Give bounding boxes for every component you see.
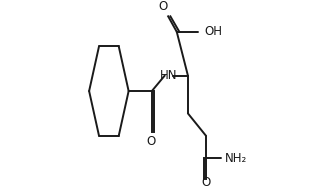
Text: HN: HN: [160, 69, 178, 82]
Text: O: O: [158, 0, 167, 13]
Text: NH₂: NH₂: [225, 152, 247, 165]
Text: O: O: [146, 135, 156, 148]
Text: O: O: [201, 177, 211, 189]
Text: OH: OH: [204, 25, 222, 38]
